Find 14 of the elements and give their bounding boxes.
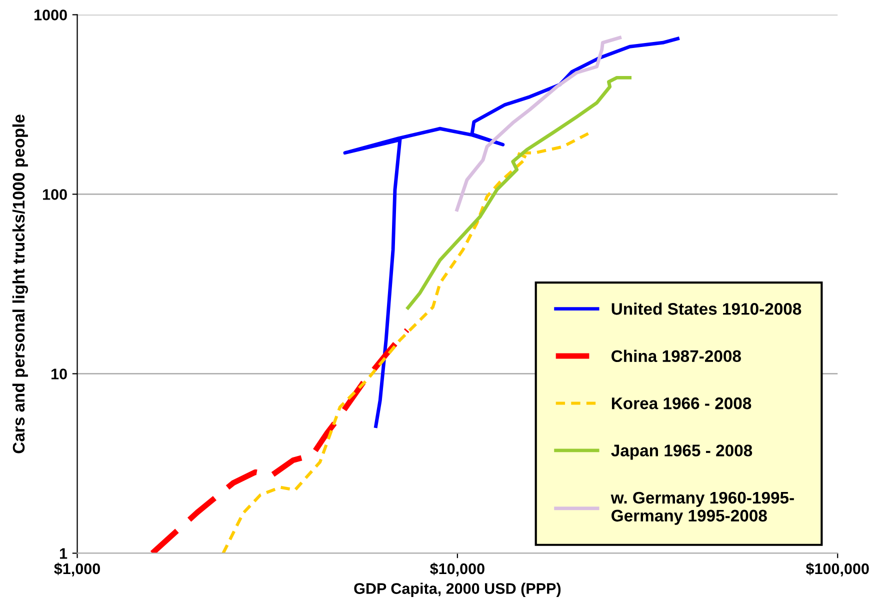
y-tick-label: 10 (52, 368, 67, 380)
y-tick-label: 1000 (34, 10, 67, 20)
x-tick-label: $1,000 (54, 562, 100, 576)
y-tick-label: 1 (60, 548, 68, 559)
legend-label: Japan 1965 - 2008 (611, 444, 752, 460)
x-axis-title: GDP Capita, 2000 USD (PPP) (354, 582, 561, 597)
legend-label: w. Germany 1960-1995- Germany 1995-2008 (610, 492, 794, 525)
legend-label: United States 1910-2008 (612, 302, 802, 315)
legend-label: China 1987-2008 (612, 350, 741, 362)
y-tick-label: 100 (43, 189, 67, 200)
y-axis-title: Cars and personal light trucks/1000 people (12, 114, 28, 454)
x-tick-label: $10,000 (430, 562, 484, 576)
legend-label: Korea 1966 - 2008 (612, 397, 752, 410)
x-tick-label: $100,000 (806, 562, 869, 576)
